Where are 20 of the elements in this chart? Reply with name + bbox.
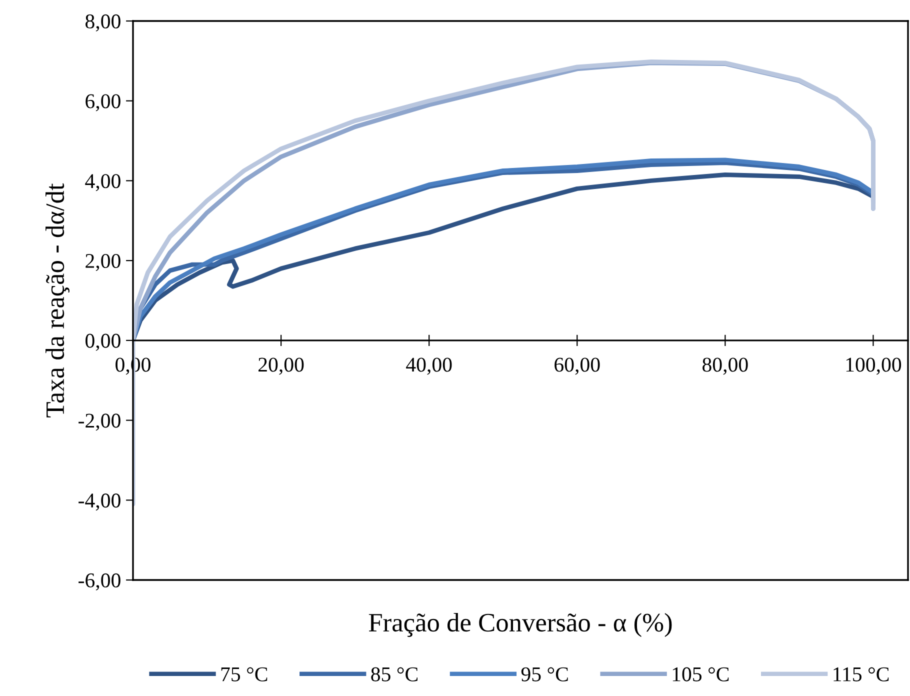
y-tick-label: -2,00 xyxy=(78,414,120,431)
x-tick-label: 40,00 xyxy=(406,358,452,375)
y-tick-label: 8,00 xyxy=(86,14,120,32)
legend-label: 75 °C xyxy=(221,667,268,682)
x-tick-label: 100,00 xyxy=(846,358,902,375)
y-tick-label: 6,00 xyxy=(86,94,120,112)
y-tick-label: 0,00 xyxy=(86,334,120,351)
y-tick-label: 2,00 xyxy=(86,254,120,272)
legend-label: 115 °C xyxy=(834,667,889,682)
legend-label: 85 °C xyxy=(371,667,418,682)
y-tick-label: -4,00 xyxy=(78,494,120,511)
y-tick-label: 4,00 xyxy=(85,174,120,192)
x-axis-title: Fração de Conversão - α (%) xyxy=(368,613,672,637)
y-tick-label: -6,00 xyxy=(78,573,120,590)
x-tick-label: 80,00 xyxy=(702,358,748,375)
legend-label: 105 °C xyxy=(672,667,729,682)
legend-label: 95 °C xyxy=(521,667,568,682)
x-tick-label: 60,00 xyxy=(554,358,600,375)
x-tick-label: 20,00 xyxy=(258,358,304,375)
y-axis-title: Taxa da reação - dα/dt xyxy=(46,183,70,418)
